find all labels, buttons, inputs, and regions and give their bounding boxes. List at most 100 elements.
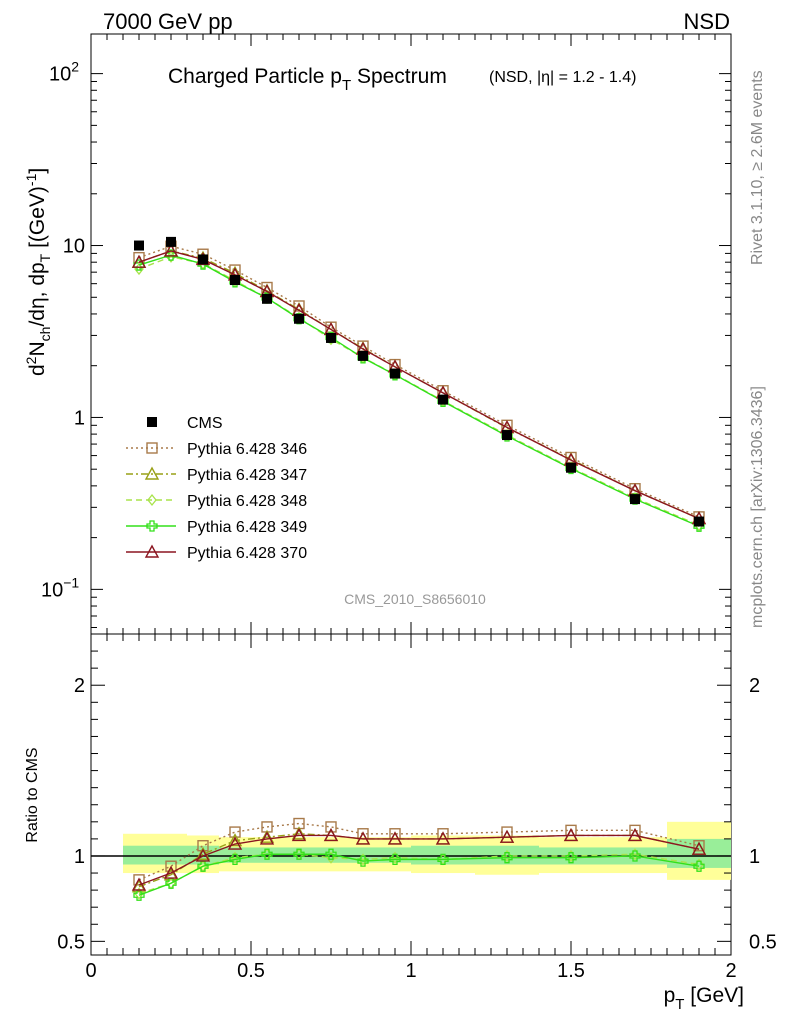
ratio-y-tick-label: 1 <box>74 846 85 868</box>
ratio-point-p370 <box>163 865 179 879</box>
main-ylabel: d2Nch/dη, dpT [(GeV)-1] <box>23 168 53 376</box>
data-point-p370 <box>163 243 179 257</box>
x-tick-label: 1 <box>405 960 416 982</box>
ratio-point-p347 <box>291 826 307 840</box>
ratio-point-p347 <box>131 879 147 893</box>
ratio-point-p346 <box>165 860 177 872</box>
legend: CMS Pythia 6.428 346 Pythia 6.428 347 Pythi… <box>126 415 307 562</box>
title-tail: Spectrum <box>351 65 447 88</box>
legend-label: Pythia 6.428 370 <box>187 545 307 562</box>
legend-label: Pythia 6.428 346 <box>187 441 307 458</box>
ratio-point-p370 <box>627 828 643 842</box>
legend-item-p347: Pythia 6.428 347 <box>126 466 307 484</box>
series-line-p349 <box>138 254 700 527</box>
ratio-axis-ticks: 0 0.5 1 1.5 20.5 0.51 12 2 <box>57 634 777 982</box>
ratio-point-p349 <box>293 848 305 860</box>
title-main: Charged Particle p <box>168 65 342 88</box>
data-point-cms <box>134 240 144 251</box>
legend-marker <box>147 417 157 427</box>
ratio-point-p370 <box>499 829 515 843</box>
ratio-point-p346 <box>693 840 705 852</box>
ratio-panel: 0 0.5 1 1.5 20.5 0.51 12 2 Ratio to CMS <box>24 633 777 982</box>
x-tick-label: 1.5 <box>557 960 585 982</box>
main-y-tick-label: 102 <box>49 59 79 86</box>
data-point-cms <box>694 516 704 527</box>
ratio-point-p370 <box>435 831 451 845</box>
ratio-y-tick-label-right: 2 <box>749 675 760 697</box>
ratio-ylabel: Ratio to CMS <box>24 747 41 842</box>
ratio-series-p349 <box>133 848 705 901</box>
ratio-band-inner <box>219 847 251 863</box>
data-point-cms <box>198 254 208 265</box>
process-label: NSD <box>684 9 730 34</box>
main-title: Charged Particle pT Spectrum <box>168 65 447 94</box>
ratio-point-p349 <box>229 853 241 866</box>
ratio-point-p348 <box>694 858 704 871</box>
ratio-plot-frame <box>90 633 732 956</box>
ratio-point-p349 <box>165 877 177 889</box>
data-point-cms <box>502 430 512 441</box>
ratio-series-p370 <box>131 828 707 891</box>
ratio-point-p349 <box>325 848 337 860</box>
ratio-point-p348 <box>630 848 640 861</box>
legend-label: Pythia 6.428 348 <box>187 493 307 510</box>
legend-item-p370: Pythia 6.428 370 <box>126 544 307 562</box>
data-point-p370 <box>131 254 147 268</box>
legend-marker <box>144 544 160 558</box>
data-point-cms <box>630 494 640 505</box>
ratio-point-p348 <box>358 853 368 866</box>
legend-marker <box>146 442 158 454</box>
ratio-point-p370 <box>195 848 211 862</box>
ratio-line-p346 <box>138 822 700 881</box>
main-axis-ticks: 10−1 1 10 102 <box>41 34 732 634</box>
data-point-cms <box>230 275 240 286</box>
ratio-point-p349 <box>565 852 577 864</box>
data-point-cms <box>358 350 368 361</box>
data-point-cms <box>262 293 272 304</box>
data-point-cms <box>166 236 176 247</box>
data-point-cms <box>326 332 336 343</box>
ratio-y-tick-label-right: 1 <box>749 846 760 868</box>
ratio-point-p348 <box>134 887 144 900</box>
x-axis-label: pT [GeV] <box>664 984 744 1013</box>
legend-marker <box>144 466 160 480</box>
data-point-cms <box>438 394 448 405</box>
ratio-point-p347 <box>259 829 275 843</box>
ratio-point-p347 <box>227 833 243 847</box>
ratio-y-tick-label-right: 0.5 <box>749 931 777 953</box>
main-plot-frame <box>90 33 732 635</box>
ratio-y-tick-label: 0.5 <box>57 931 85 953</box>
ratio-band-inner <box>251 847 283 863</box>
ratio-point-p349 <box>357 855 369 867</box>
data-point-p349 <box>133 259 145 271</box>
ratio-point-p348 <box>230 851 240 864</box>
ratio-point-p370 <box>131 877 147 891</box>
ratio-line-p370 <box>138 834 700 886</box>
data-point-p346 <box>133 251 145 264</box>
x-tick-label: 0 <box>85 960 96 982</box>
ratio-line-p347 <box>138 833 700 888</box>
ratio-point-p349 <box>693 860 705 872</box>
ratio-point-p370 <box>563 828 579 842</box>
ratio-point-p349 <box>389 853 401 866</box>
ratio-point-p349 <box>133 889 145 901</box>
ratio-series-layer <box>131 817 707 901</box>
ratio-point-p370 <box>387 831 403 845</box>
ratio-point-p349 <box>261 848 273 860</box>
legend-item-p346: Pythia 6.428 346 <box>126 441 307 458</box>
legend-item-p349: Pythia 6.428 349 <box>126 519 307 536</box>
legend-label: CMS <box>187 415 223 432</box>
legend-label: Pythia 6.428 347 <box>187 467 307 484</box>
analysis-watermark: CMS_2010_S8656010 <box>344 591 486 607</box>
legend-marker <box>147 493 157 507</box>
main-series-layer <box>131 236 707 532</box>
ratio-point-p370 <box>291 828 307 842</box>
ratio-point-p349 <box>501 852 513 864</box>
ratio-point-p370 <box>259 831 275 845</box>
ratio-point-p349 <box>197 860 209 872</box>
ratio-point-p348 <box>502 849 512 863</box>
ratio-y-tick-label: 2 <box>74 675 85 697</box>
energy-label: 7000 GeV pp <box>103 9 233 34</box>
